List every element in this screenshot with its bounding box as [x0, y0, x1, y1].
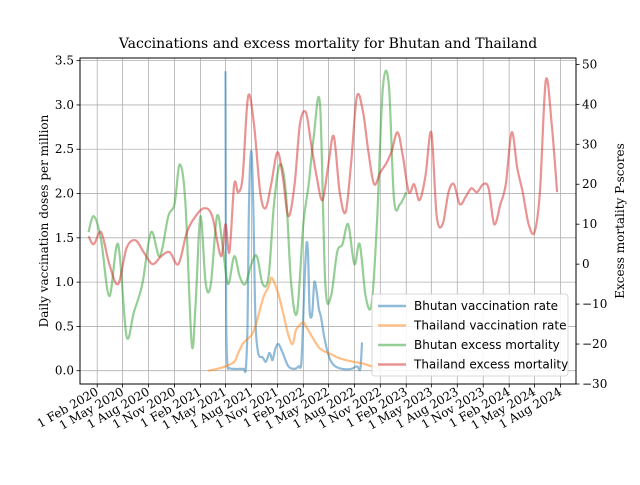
y-left-tick-label: 2.5 [55, 142, 74, 156]
series-layer [87, 69, 559, 374]
left-axis-ticks: 0.0 0.5 1.0 1.5 2.0 2.5 3.0 3.5 [55, 54, 80, 378]
y-right-tick-label: −10 [582, 297, 607, 311]
y-right-tick-label: −20 [582, 337, 607, 351]
y-left-tick-label: 1.0 [55, 275, 74, 289]
y-left-tick-label: 3.0 [55, 98, 74, 112]
y-axis-left-label: Daily vaccination doses per million [37, 114, 51, 327]
y-left-tick-label: 3.5 [55, 54, 74, 68]
y-right-tick-label: 0 [582, 257, 590, 271]
y-left-tick-label: 2.0 [55, 187, 74, 201]
legend-box [371, 293, 569, 377]
y-left-tick-label: 0.5 [55, 319, 74, 333]
chart-title: Vaccinations and excess mortality for Bh… [118, 36, 537, 52]
legend-label-bhutan-excess-mortality: Bhutan excess mortality [414, 338, 560, 352]
y-right-tick-label: 30 [582, 137, 597, 151]
legend: Bhutan vaccination rate Thailand vaccinat… [371, 293, 569, 377]
y-left-tick-label: 0.0 [55, 364, 74, 378]
y-right-tick-label: 10 [582, 217, 597, 231]
y-left-tick-label: 1.5 [55, 231, 74, 245]
series-line-thailand-vaccination-rate [208, 276, 381, 372]
plot-frame [79, 57, 577, 385]
y-right-tick-label: 20 [582, 177, 597, 191]
legend-label-bhutan-vaccination-rate: Bhutan vaccination rate [414, 299, 558, 313]
legend-label-thailand-vaccination-rate: Thailand vaccination rate [413, 319, 566, 333]
y-axis-right-label: Excess mortality P-scores [613, 143, 627, 298]
y-right-tick-label: 40 [582, 97, 597, 111]
y-right-tick-label: 50 [582, 57, 597, 71]
series-line-thailand-excess-mortality [87, 77, 559, 286]
y-right-tick-label: −30 [582, 377, 607, 391]
legend-label-thailand-excess-mortality: Thailand excess mortality [413, 358, 568, 372]
right-axis-ticks: −30 −20 −10 0 10 20 30 40 50 [576, 57, 607, 391]
series-line-bhutan-vaccination-rate [224, 71, 364, 374]
